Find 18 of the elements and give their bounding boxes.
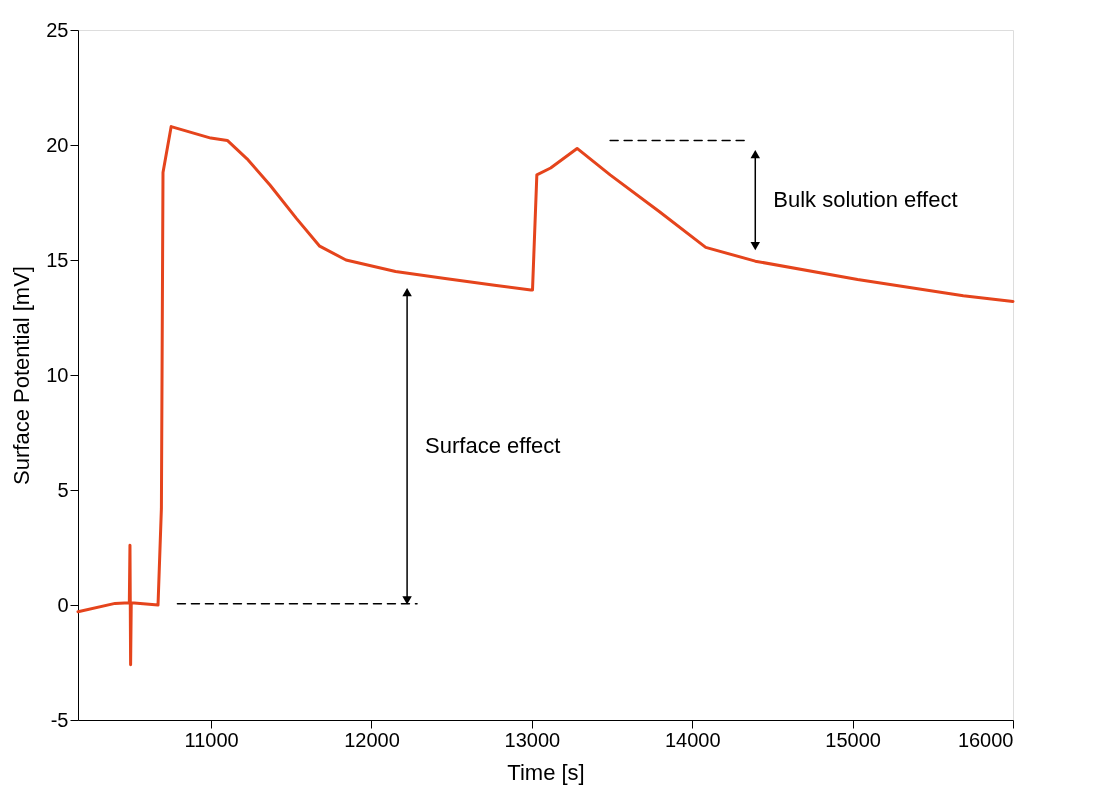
y-tick-label: 15 (46, 248, 69, 271)
x-axis-title: Time [s] (507, 759, 585, 785)
y-tick-label: 25 (46, 18, 69, 41)
annotation: Surface effect (425, 433, 561, 459)
y-tick-label: -5 (50, 708, 69, 731)
y-tick-label: 10 (46, 363, 69, 386)
x-tick-label: 15000 (825, 728, 881, 751)
y-tick-label: 5 (57, 478, 69, 501)
y-tick-label: 20 (46, 133, 69, 156)
x-tick-label: 16000 (957, 728, 1014, 751)
y-axis-title: Surface Potential [mV] (9, 266, 35, 485)
x-tick-label: 12000 (344, 728, 400, 751)
line-series (76, 125, 1015, 667)
y-tick-label: 0 (57, 593, 69, 616)
x-tick-label: 11000 (184, 728, 239, 751)
x-tick-label: 14000 (664, 728, 721, 751)
x-tick-label: 13000 (504, 728, 561, 751)
annotation: Bulk solution effect (773, 187, 958, 213)
